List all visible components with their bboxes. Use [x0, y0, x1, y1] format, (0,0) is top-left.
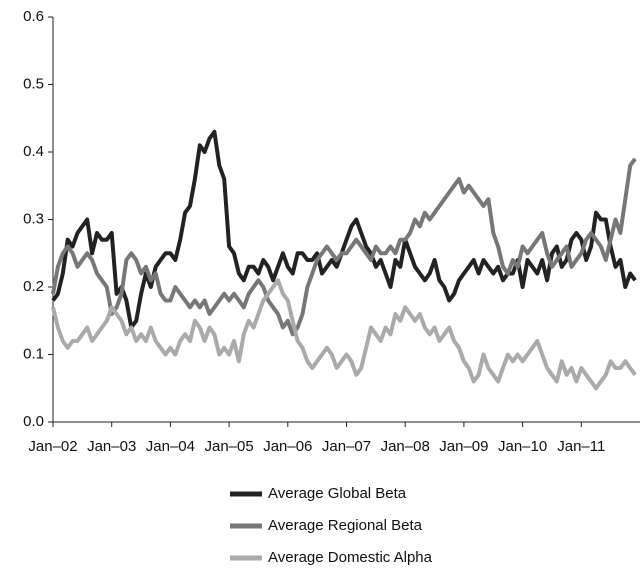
x-tick-label: Jan–06: [263, 438, 312, 455]
y-tick-label: 0.0: [23, 413, 44, 430]
legend-label: Average Global Beta: [268, 485, 407, 502]
y-tick-label: 0.5: [23, 75, 44, 92]
x-tick-label: Jan–04: [146, 438, 195, 455]
x-tick-label: Jan–10: [498, 438, 547, 455]
legend-label: Average Domestic Alpha: [268, 549, 433, 566]
x-tick-label: Jan–09: [439, 438, 488, 455]
y-tick-label: 0.6: [23, 8, 44, 25]
series-line: [51, 157, 637, 337]
series-line: [51, 129, 637, 330]
x-tick-label: Jan–08: [381, 438, 430, 455]
y-tick-label: 0.4: [23, 143, 44, 160]
x-tick-label: Jan–05: [204, 438, 253, 455]
series-line: [51, 278, 637, 391]
x-tick-label: Jan–02: [28, 438, 77, 455]
legend-label: Average Regional Beta: [268, 517, 423, 534]
x-tick-label: Jan–03: [87, 438, 136, 455]
y-tick-label: 0.3: [23, 210, 44, 227]
x-tick-label: Jan–07: [322, 438, 371, 455]
y-tick-label: 0.1: [23, 345, 44, 362]
y-tick-label: 0.2: [23, 278, 44, 295]
x-tick-label: Jan–11: [557, 438, 605, 455]
